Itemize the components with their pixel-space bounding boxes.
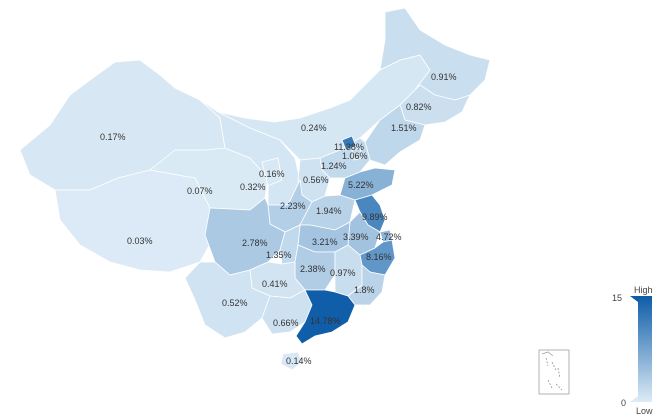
label-zhejiang: 8.16% — [366, 252, 392, 262]
label-henan: 1.94% — [316, 206, 342, 216]
label-shandong: 5.22% — [348, 180, 374, 190]
label-shaanxi: 2.23% — [280, 201, 306, 211]
inset-coast — [541, 351, 554, 357]
label-jiangxi: 0.97% — [330, 268, 356, 278]
regions-layer — [19, 7, 491, 371]
region-beijing[interactable] — [341, 135, 357, 151]
label-hubei: 3.21% — [312, 237, 338, 247]
label-sichuan: 2.78% — [242, 238, 268, 248]
label-fujian: 1.8% — [354, 285, 375, 295]
label-hebei: 1.24% — [321, 161, 347, 171]
south-china-sea-inset — [538, 349, 570, 395]
label-ningxia: 0.16% — [259, 169, 285, 179]
label-guizhou: 0.41% — [262, 279, 288, 289]
label-qinghai: 0.07% — [187, 186, 213, 196]
label-jilin: 0.82% — [406, 102, 432, 112]
region-fujian[interactable] — [347, 264, 386, 306]
region-hainan[interactable] — [280, 351, 303, 371]
label-jiangsu: 9.89% — [362, 212, 388, 222]
region-heilongjiang[interactable] — [379, 7, 491, 101]
legend-top-handle[interactable] — [630, 296, 638, 302]
label-hunan: 2.38% — [300, 264, 326, 274]
label-gansu: 0.32% — [240, 182, 266, 192]
labels-layer: 0.17% 0.03% 0.07% 0.32% 0.16% 0.24% 0.91… — [100, 72, 457, 366]
label-heilongjiang: 0.91% — [431, 72, 457, 82]
label-hainan: 0.14% — [286, 356, 312, 366]
label-anhui: 3.39% — [343, 232, 369, 242]
region-ningxia[interactable] — [261, 157, 283, 187]
label-chongqing: 1.35% — [266, 250, 292, 260]
label-beijing: 11.38% — [334, 142, 364, 152]
inset-frame — [538, 349, 570, 395]
legend-low-label: Low — [636, 406, 653, 416]
legend-gradient-bar[interactable] — [638, 296, 652, 402]
label-liaoning: 1.51% — [391, 123, 417, 133]
label-tianjin: 1.06% — [342, 151, 368, 161]
label-xinjiang: 0.17% — [100, 132, 126, 142]
legend-max-label: 15 — [612, 293, 622, 303]
label-guangdong: 14.78% — [310, 316, 341, 326]
color-legend: High 15 0 Low — [612, 285, 653, 416]
region-guangdong[interactable] — [295, 289, 356, 345]
legend-bottom-handle[interactable] — [630, 396, 638, 402]
legend-min-label: 0 — [621, 398, 626, 408]
region-tianjin[interactable] — [351, 147, 363, 161]
label-inner-mongolia: 0.24% — [301, 123, 327, 133]
region-tibet[interactable] — [54, 169, 216, 273]
legend-high-label: High — [634, 285, 653, 295]
label-shanxi: 0.56% — [303, 175, 329, 185]
label-yunnan: 0.52% — [222, 298, 248, 308]
label-guangxi: 0.66% — [273, 318, 299, 328]
label-shanghai: 4.72% — [376, 232, 402, 242]
inset-dashes — [545, 357, 563, 391]
label-tibet: 0.03% — [127, 236, 153, 246]
